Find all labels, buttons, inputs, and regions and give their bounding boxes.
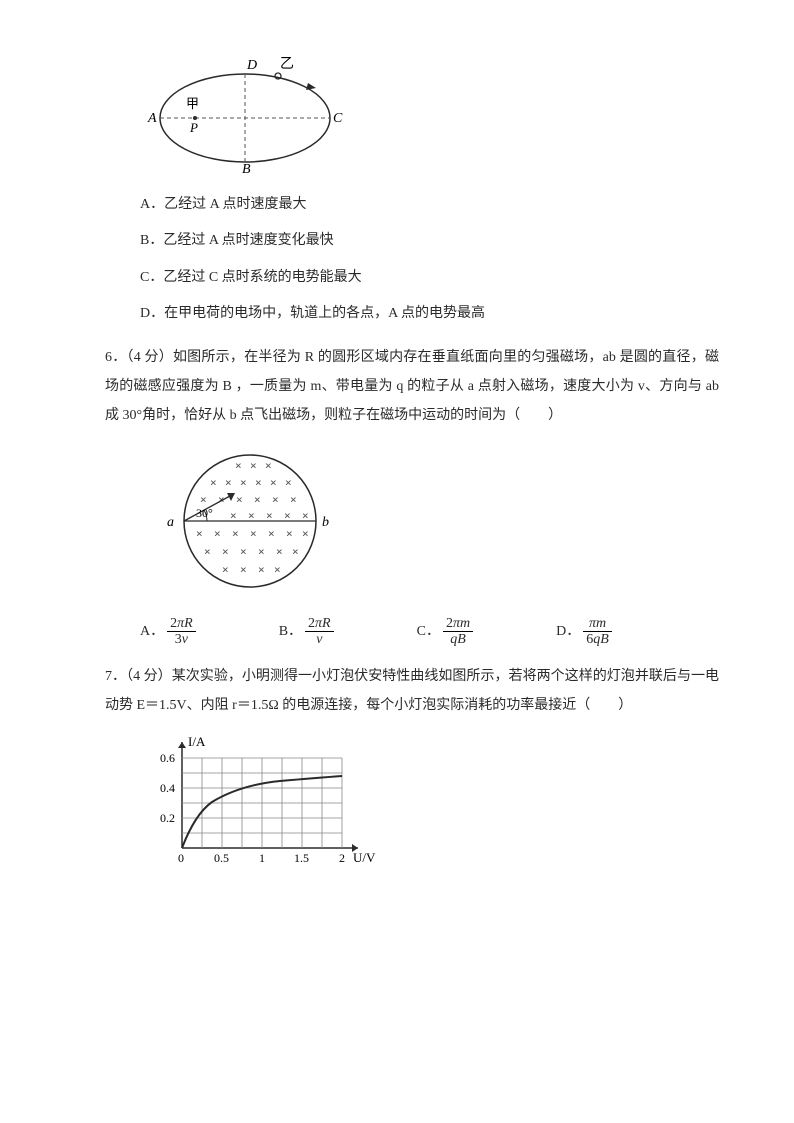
svg-text:×: ×: [302, 527, 309, 540]
svg-text:×: ×: [204, 545, 211, 558]
q6-options: A．2πR3v B．2πRv C．2πmqB D．πm6qB: [140, 616, 719, 648]
label-b: b: [322, 515, 329, 530]
svg-text:×: ×: [255, 476, 262, 489]
q7-figure: I/A U/V 0.2 0.4 0.6 0 0.5 1 1.5 2: [140, 730, 719, 870]
label-B: B: [242, 162, 251, 175]
svg-text:×: ×: [266, 509, 273, 522]
xlabel: U/V: [353, 850, 376, 865]
svg-text:×: ×: [292, 545, 299, 558]
svg-text:×: ×: [236, 493, 243, 506]
q6-option-B: B．2πRv: [279, 616, 337, 648]
q5-option-B: B．乙经过 A 点时速度变化最快: [140, 226, 719, 255]
label-Zi: 乙: [280, 56, 294, 72]
q6-text: 6．（4 分）如图所示，在半径为 R 的圆形区域内存在垂直纸面向里的匀强磁场，a…: [105, 343, 719, 431]
svg-text:×: ×: [196, 527, 203, 540]
yt1: 0.2: [160, 811, 175, 825]
q6: 6．（4 分）如图所示，在半径为 R 的圆形区域内存在垂直纸面向里的匀强磁场，a…: [105, 343, 719, 431]
q6-option-D: D．πm6qB: [556, 616, 615, 648]
svg-text:×: ×: [284, 509, 291, 522]
magnetic-circle-diagram: ××× ×××××× ×××××× ××××× ××××××× ×××××× ×…: [140, 441, 375, 601]
svg-text:×: ×: [265, 459, 272, 472]
label-Jia: 甲: [186, 96, 199, 111]
svg-text:×: ×: [240, 545, 247, 558]
svg-text:×: ×: [248, 509, 255, 522]
svg-text:×: ×: [258, 563, 265, 576]
xt2: 1: [259, 851, 265, 865]
label-P: P: [189, 120, 198, 135]
q6-option-A: A．2πR3v: [140, 616, 199, 648]
q7-number: 7: [105, 669, 112, 684]
xt4: 2: [339, 851, 345, 865]
svg-text:×: ×: [200, 493, 207, 506]
svg-text:×: ×: [240, 563, 247, 576]
label-a: a: [167, 515, 174, 530]
yt2: 0.4: [160, 781, 175, 795]
q5-option-A: A．乙经过 A 点时速度最大: [140, 190, 719, 219]
xt0: 0: [178, 851, 184, 865]
svg-text:×: ×: [286, 527, 293, 540]
svg-text:×: ×: [214, 527, 221, 540]
svg-text:×: ×: [250, 527, 257, 540]
q5-option-D: D．在甲电荷的电场中，轨道上的各点，A 点的电势最高: [140, 299, 719, 328]
q6-figure: ××× ×××××× ×××××× ××××× ××××××× ×××××× ×…: [140, 441, 719, 601]
q6-option-C: C．2πmqB: [417, 616, 476, 648]
iv-curve-diagram: I/A U/V 0.2 0.4 0.6 0 0.5 1 1.5 2: [140, 730, 385, 870]
svg-text:×: ×: [258, 545, 265, 558]
svg-text:×: ×: [272, 493, 279, 506]
svg-text:×: ×: [235, 459, 242, 472]
svg-text:×: ×: [285, 476, 292, 489]
q7-body: 某次实验，小明测得一小灯泡伏安特性曲线如图所示，若将两个这样的灯泡并联后与一电动…: [105, 669, 719, 713]
q5-figure: A B C D 乙 甲 P: [140, 50, 719, 175]
label-C: C: [333, 111, 343, 126]
svg-text:×: ×: [290, 493, 297, 506]
label-A: A: [147, 111, 157, 126]
svg-text:×: ×: [250, 459, 257, 472]
q6-number: 6: [105, 350, 112, 365]
svg-text:×: ×: [225, 476, 232, 489]
q6-points: （4 分）: [126, 350, 172, 365]
q7-text: 7．（4 分）某次实验，小明测得一小灯泡伏安特性曲线如图所示，若将两个这样的灯泡…: [105, 662, 719, 721]
q7-points: （4 分）: [126, 669, 172, 684]
xt1: 0.5: [214, 851, 229, 865]
svg-text:×: ×: [230, 509, 237, 522]
svg-text:×: ×: [268, 527, 275, 540]
svg-text:×: ×: [274, 563, 281, 576]
svg-text:×: ×: [210, 476, 217, 489]
svg-text:×: ×: [270, 476, 277, 489]
label-D: D: [246, 58, 257, 73]
q5-option-C: C．乙经过 C 点时系统的电势能最大: [140, 263, 719, 292]
label-angle: 30°: [196, 506, 213, 520]
svg-text:×: ×: [232, 527, 239, 540]
svg-text:×: ×: [302, 509, 309, 522]
svg-text:×: ×: [222, 545, 229, 558]
svg-text:×: ×: [222, 563, 229, 576]
q5-options: A．乙经过 A 点时速度最大 B．乙经过 A 点时速度变化最快 C．乙经过 C …: [140, 190, 719, 329]
ylabel: I/A: [188, 734, 206, 749]
xt3: 1.5: [294, 851, 309, 865]
svg-text:×: ×: [254, 493, 261, 506]
ellipse-orbit-diagram: A B C D 乙 甲 P: [140, 50, 350, 175]
q6-body: 如图所示，在半径为 R 的圆形区域内存在垂直纸面向里的匀强磁场，ab 是圆的直径…: [105, 350, 719, 424]
svg-text:×: ×: [276, 545, 283, 558]
yt3: 0.6: [160, 751, 175, 765]
svg-text:×: ×: [240, 476, 247, 489]
q7: 7．（4 分）某次实验，小明测得一小灯泡伏安特性曲线如图所示，若将两个这样的灯泡…: [105, 662, 719, 721]
